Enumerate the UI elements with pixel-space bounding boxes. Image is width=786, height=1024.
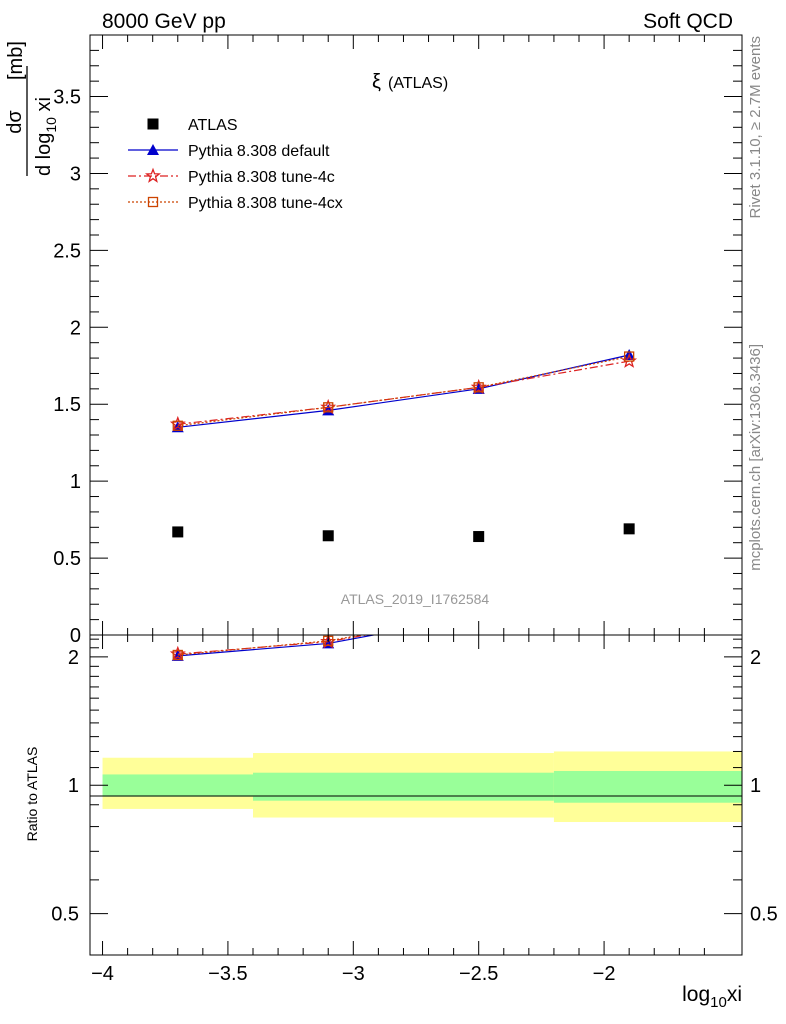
plot-title: (ATLAS) — [388, 75, 448, 92]
y-label-denominator: d log10 xi — [33, 97, 59, 176]
point-0-2 — [473, 531, 485, 543]
ratio-line-1 — [177, 635, 377, 657]
ratio-y-label: Ratio to ATLAS — [24, 747, 40, 842]
y-tick-label-0: 0 — [70, 625, 81, 647]
ticks — [90, 35, 742, 955]
y-tick-label-2: 1 — [70, 471, 81, 493]
mcplots-label: mcplots.cern.ch [arXiv:1306.3436] — [747, 344, 764, 571]
ratio-point-2-3 — [623, 603, 635, 615]
ratio-bands — [102, 751, 742, 823]
y-tick-label-5: 2.5 — [53, 240, 81, 262]
ratio-point-1-3 — [623, 599, 635, 610]
legend-label-3: Pythia 8.308 tune-4cx — [188, 195, 343, 212]
y-tick-label-3: 1.5 — [53, 394, 81, 416]
rivet-label: Rivet 3.1.10, ≥ 2.7M events — [747, 36, 764, 219]
ratio-tick-label-right-0: 0.5 — [750, 904, 778, 926]
ratio-point-3-0 — [172, 649, 183, 661]
y-axis-label: dσ d log10 xi [mb] — [4, 41, 59, 176]
ratio-tick-label-right-2: 2 — [750, 647, 761, 669]
point-0-0 — [172, 526, 184, 538]
point-3-0 — [172, 420, 183, 431]
y-tick-label-1: 0.5 — [53, 548, 81, 570]
plot-title-xi: ξ — [372, 71, 381, 93]
header-right: Soft QCD — [643, 10, 733, 33]
y-tick-label-7: 3.5 — [53, 87, 81, 109]
y-label-numerator: dσ — [4, 110, 26, 134]
y-tick-label-4: 2 — [70, 317, 81, 339]
ratio-point-1-2 — [473, 609, 485, 620]
legend-marker-0 — [147, 118, 159, 130]
legend: ATLAS Pythia 8.308 default Pythia 8.308 tu… — [128, 117, 343, 212]
y-label-unit: [mb] — [5, 41, 27, 80]
x-tick-label-1: −3.5 — [208, 963, 247, 985]
tick-labels: −4 −3.5 −3 −2.5 −2 0 0.5 1 1.5 2 2.5 3 3.5 0.5 0.5 1 1 2 2 — [51, 87, 778, 985]
ratio-series — [169, 599, 635, 661]
y-tick-label-6: 3 — [70, 163, 81, 185]
ratio-tick-label-right-1: 1 — [750, 775, 761, 797]
x-tick-label-2: −3 — [342, 963, 365, 985]
x-tick-label-0: −4 — [91, 963, 114, 985]
ratio-frame — [89, 634, 743, 956]
legend-label-2: Pythia 8.308 tune-4c — [188, 169, 335, 186]
legend-marker-2 — [145, 167, 161, 183]
ratio-tick-label-left-2: 2 — [68, 647, 79, 669]
ratio-line-2 — [177, 635, 370, 655]
point-3-2 — [473, 382, 484, 393]
point-0-3 — [623, 523, 635, 535]
ratio-point-3-3 — [625, 602, 634, 611]
ratio-tick-label-left-1: 1 — [68, 775, 79, 797]
watermark: ATLAS_2019_I1762584 — [341, 591, 490, 607]
band-stat-2 — [553, 770, 742, 803]
header-left: 8000 GeV pp — [102, 10, 226, 33]
ratio-point-2-2 — [473, 608, 485, 620]
x-tick-label-4: −2 — [593, 963, 616, 985]
point-0-1 — [322, 530, 334, 542]
ratio-tick-label-left-0: 0.5 — [51, 904, 79, 926]
legend-label-0: ATLAS — [188, 117, 238, 134]
point-3-3 — [624, 351, 635, 362]
x-axis-label: log10xi — [682, 983, 742, 1011]
legend-marker-3 — [147, 196, 159, 208]
x-tick-label-3: −2.5 — [459, 963, 498, 985]
legend-marker-1 — [147, 144, 159, 155]
main-series — [169, 349, 638, 543]
band-stat-0 — [102, 774, 254, 797]
ratio-point-3-2 — [474, 610, 483, 619]
series-line-2 — [177, 360, 630, 425]
legend-label-1: Pythia 8.308 default — [188, 143, 330, 160]
point-3-1 — [323, 402, 334, 413]
series-line-3 — [177, 355, 630, 427]
